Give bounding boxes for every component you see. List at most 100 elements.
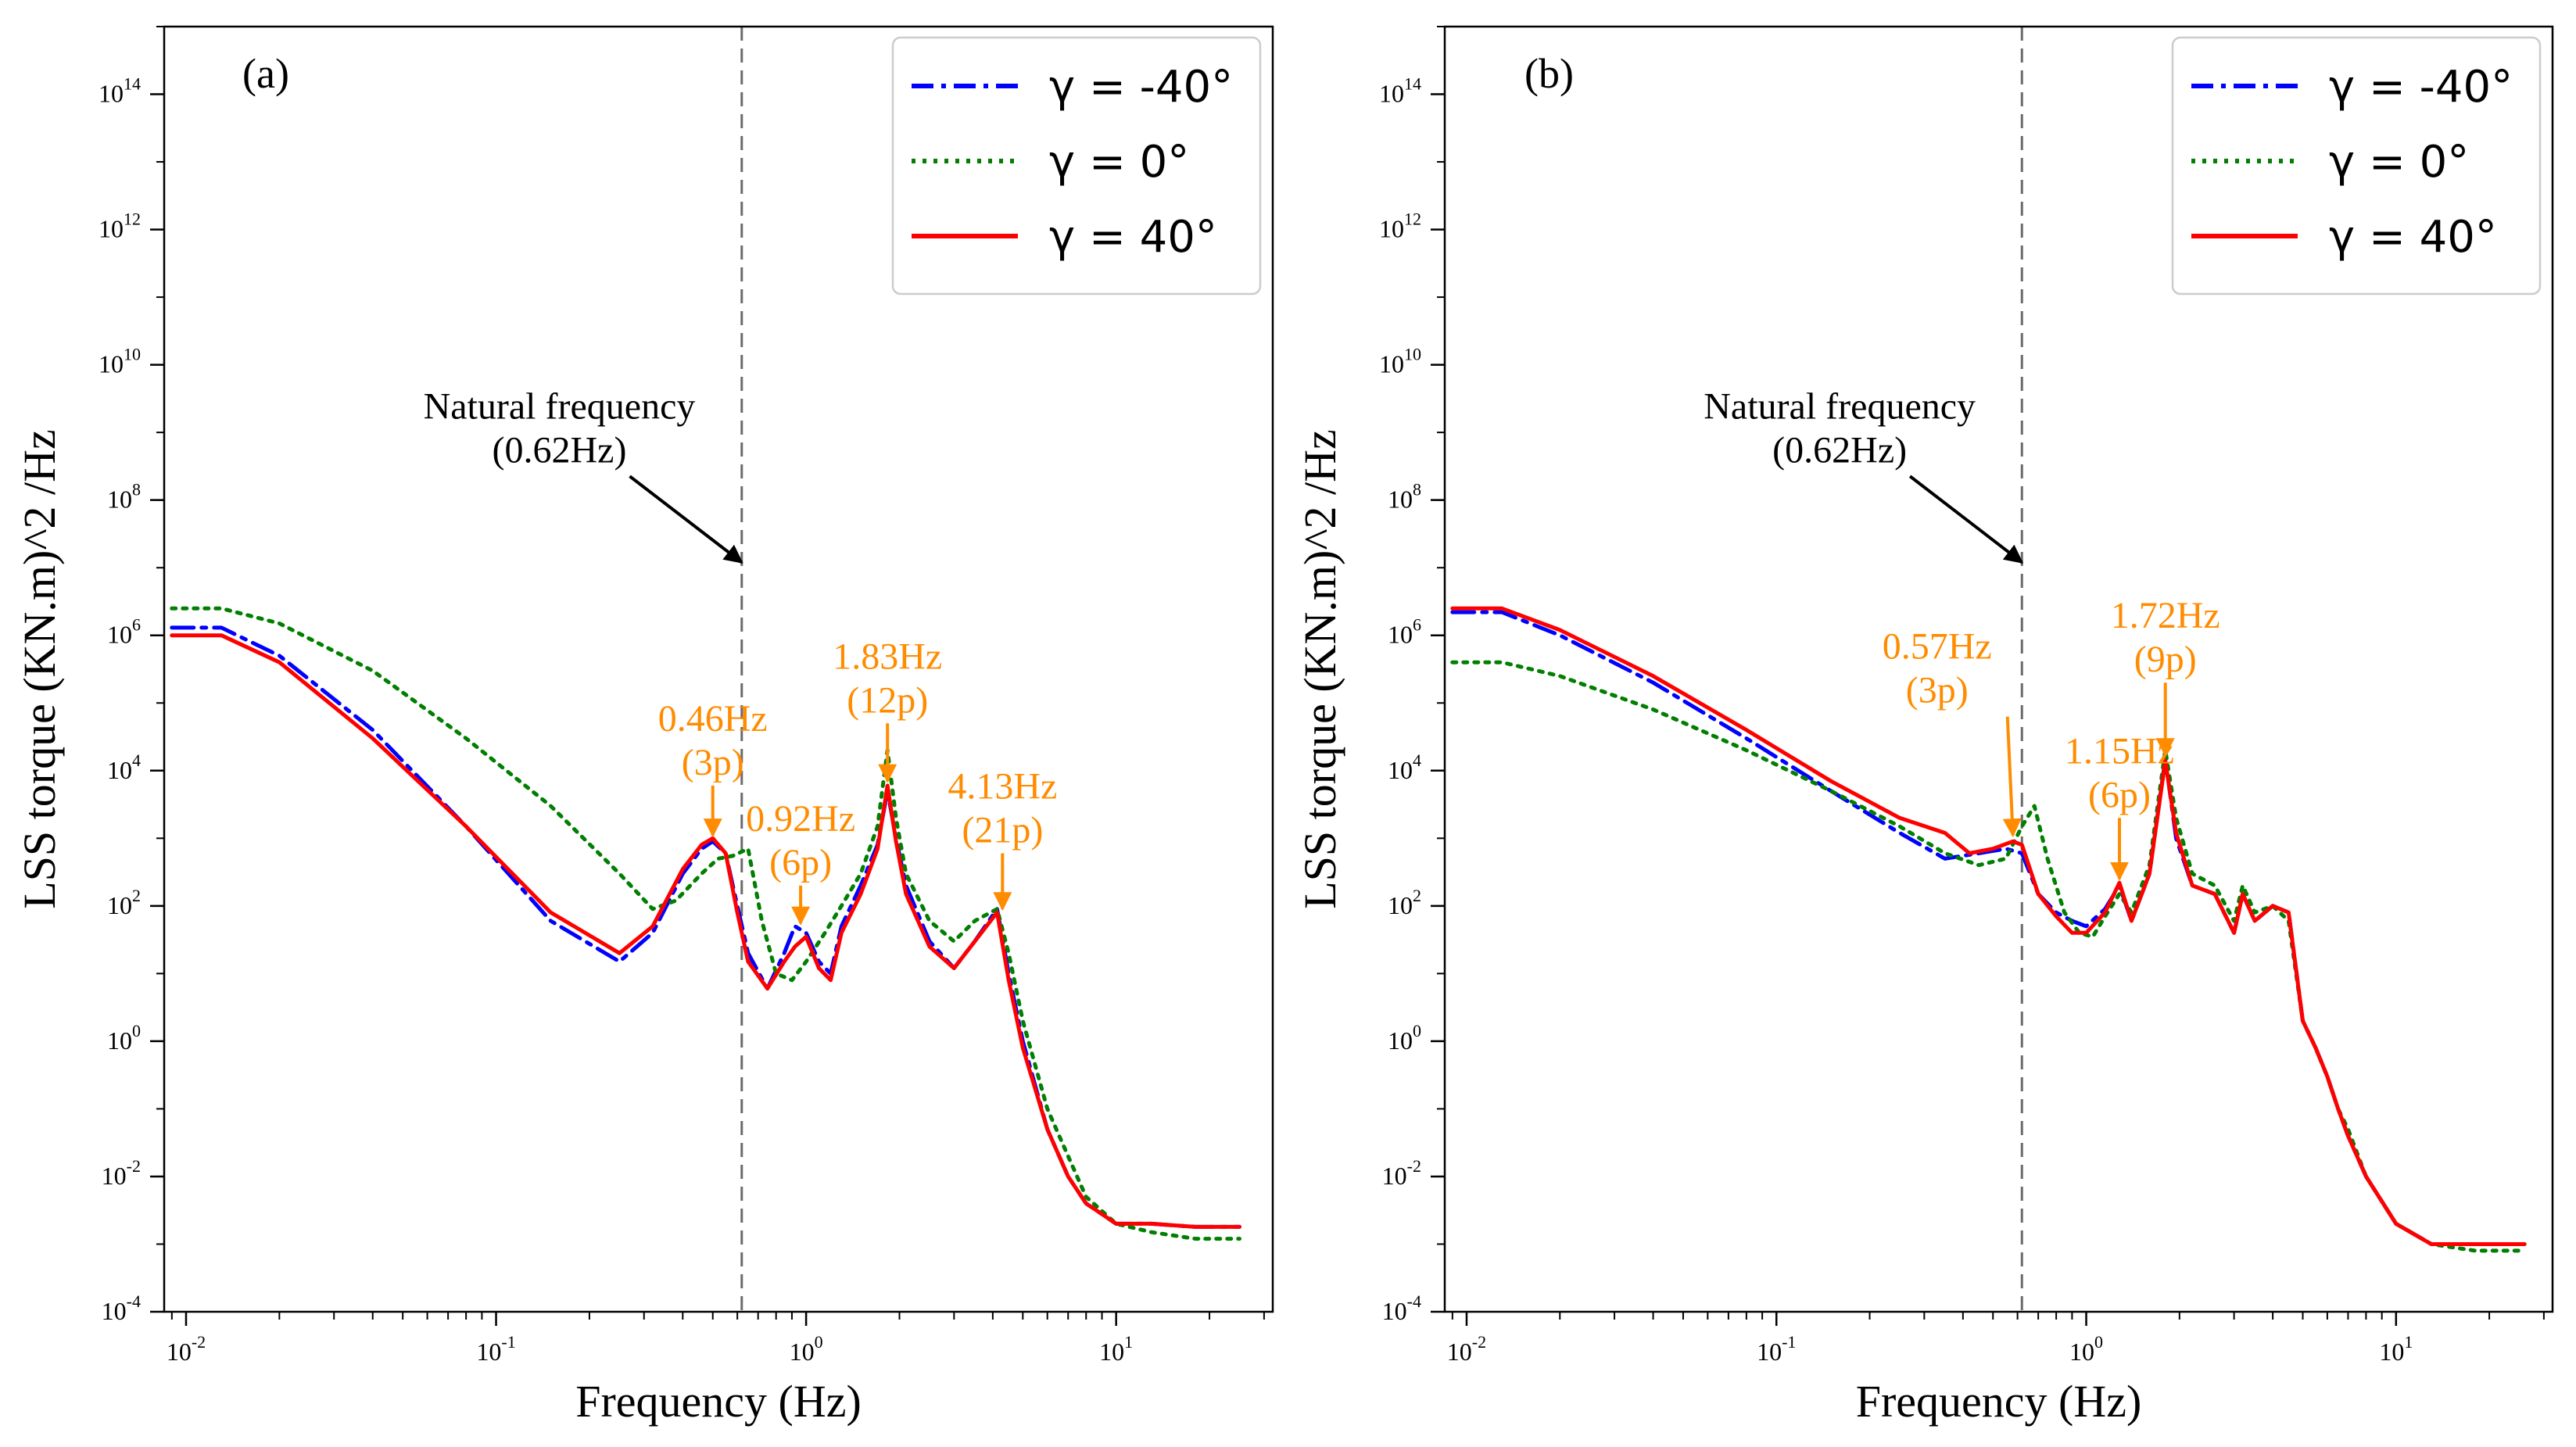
y-tick-base: 10 <box>1388 891 1413 919</box>
legend: γ = -40° γ = 0° γ = 40° <box>2171 36 2542 295</box>
y-tick-exponent: 8 <box>132 480 141 500</box>
annotation-3: 0.92Hz(6p) <box>746 798 855 926</box>
y-tick-exponent: -4 <box>127 1291 141 1311</box>
legend-label-3: γ = 40° <box>2329 212 2497 263</box>
x-tick-base: 10 <box>167 1338 192 1366</box>
panel-label: (a) <box>242 50 289 97</box>
x-tick-label: 10-1 <box>1757 1332 1796 1366</box>
y-tick-base: 10 <box>1379 80 1404 108</box>
legend-label-3: γ = 40° <box>1049 212 1217 263</box>
x-tick-exponent: 1 <box>1124 1332 1133 1352</box>
y-tick-base: 10 <box>1379 350 1404 378</box>
x-tick-base: 10 <box>1757 1338 1782 1366</box>
x-tick-exponent: 0 <box>2094 1332 2103 1352</box>
y-tick-label: 102 <box>1388 886 1421 919</box>
y-tick-exponent: 14 <box>1404 74 1421 94</box>
x-tick-exponent: -2 <box>192 1332 206 1352</box>
annotation-4: 1.83Hz(12p) <box>833 636 942 783</box>
y-tick-exponent: -4 <box>1407 1291 1421 1311</box>
y-tick-base: 10 <box>1379 215 1404 243</box>
legend-box <box>2171 36 2542 295</box>
series-line-3 <box>1450 606 2527 1246</box>
y-tick-exponent: 2 <box>132 886 141 905</box>
y-tick-label: 104 <box>1388 750 1421 784</box>
x-axis-title: Frequency (Hz) <box>575 1376 862 1427</box>
legend-label-2: γ = 0° <box>1049 137 1189 188</box>
y-tick-base: 10 <box>1382 1297 1407 1325</box>
y-tick-label: 102 <box>107 886 141 919</box>
y-tick-exponent: 4 <box>132 750 141 770</box>
y-tick-label: 1012 <box>1379 210 1421 243</box>
x-tick-base: 10 <box>1447 1338 1472 1366</box>
series-line-1 <box>1450 610 2527 1246</box>
annotation-text-line: (12p) <box>847 679 928 721</box>
y-tick-label: 108 <box>107 480 141 514</box>
y-tick-exponent: -2 <box>127 1156 141 1176</box>
y-tick-label: 10-4 <box>102 1291 141 1325</box>
y-tick-label: 104 <box>107 750 141 784</box>
y-tick-base: 10 <box>107 756 132 784</box>
x-tick-exponent: 1 <box>2404 1332 2413 1352</box>
chart-panel-2: 10-2 10-1 100 10110-410-2100102104106108101… <box>1295 25 2554 1427</box>
y-tick-label: 1012 <box>99 210 141 243</box>
y-tick-exponent: 12 <box>124 210 141 229</box>
annotation-text-line: (3p) <box>1906 670 1969 711</box>
annotation-1: Natural frequency(0.62Hz) <box>1704 385 2024 564</box>
y-tick-label: 106 <box>107 615 141 649</box>
panel-label: (b) <box>1524 50 1574 97</box>
annotation-text-line: 0.57Hz <box>1883 626 1992 668</box>
x-tick-label: 100 <box>790 1332 823 1366</box>
y-tick-base: 10 <box>1388 485 1413 514</box>
legend-label-1: γ = -40° <box>1049 62 1233 113</box>
y-tick-exponent: 8 <box>1413 480 1421 500</box>
annotation-text-line: (0.62Hz) <box>1772 429 1907 471</box>
annotation-text-line: Natural frequency <box>424 385 696 427</box>
chart-panel-1: 10-2 10-1 100 10110-410-2100102104106108101… <box>14 25 1274 1427</box>
annotation-text-line: (0.62Hz) <box>493 429 627 471</box>
x-tick-base: 10 <box>790 1338 815 1366</box>
y-tick-base: 10 <box>99 350 124 378</box>
y-tick-exponent: 0 <box>1413 1021 1421 1040</box>
y-tick-base: 10 <box>1388 756 1413 784</box>
y-tick-exponent: -2 <box>1407 1156 1421 1176</box>
y-tick-base: 10 <box>1388 1026 1413 1055</box>
y-tick-base: 10 <box>99 215 124 243</box>
y-tick-label: 1010 <box>99 345 141 378</box>
annotation-text-line: 0.92Hz <box>746 798 855 840</box>
axes-frame <box>1443 25 2554 1313</box>
x-tick-exponent: -1 <box>501 1332 515 1352</box>
annotation-1: Natural frequency(0.62Hz) <box>424 385 743 564</box>
x-tick-label: 10-2 <box>167 1332 206 1366</box>
y-tick-exponent: 6 <box>132 615 141 635</box>
annotation-text-line: Natural frequency <box>1704 385 1976 427</box>
y-tick-base: 10 <box>107 1026 132 1055</box>
y-tick-base: 10 <box>107 621 132 649</box>
annotation-5: 4.13Hz(21p) <box>948 766 1057 912</box>
y-axis-title: LSS torque (KN.m)^2 /Hz <box>1295 429 1345 909</box>
annotation-text-line: 0.46Hz <box>658 698 768 740</box>
y-tick-base: 10 <box>1382 1162 1407 1190</box>
y-tick-label: 10-4 <box>1382 1291 1421 1325</box>
x-tick-label: 100 <box>2069 1332 2103 1366</box>
annotation-text-line: (3p) <box>682 742 744 783</box>
annotation-2: 0.46Hz(3p) <box>658 698 768 838</box>
annotation-2: 0.57Hz(3p) <box>1883 626 2022 838</box>
annotation-text-line: (21p) <box>962 810 1043 851</box>
annotation-text-line: 4.13Hz <box>948 766 1057 808</box>
y-tick-exponent: 14 <box>124 74 141 94</box>
series-line-2 <box>1450 660 2527 1253</box>
x-tick-label: 10-1 <box>476 1332 515 1366</box>
annotation-text-line: 1.15Hz <box>2065 730 2174 772</box>
y-tick-label: 100 <box>107 1021 141 1055</box>
legend: γ = -40° γ = 0° γ = 40° <box>891 36 1262 295</box>
x-tick-base: 10 <box>476 1338 501 1366</box>
y-tick-label: 10-2 <box>102 1156 141 1190</box>
annotation-text-line: 1.83Hz <box>833 636 942 677</box>
y-tick-exponent: 2 <box>1413 886 1421 905</box>
y-tick-base: 10 <box>107 485 132 514</box>
y-tick-label: 1010 <box>1379 345 1421 378</box>
y-tick-base: 10 <box>102 1297 127 1325</box>
annotation-4: 1.72Hz(9p) <box>2111 595 2220 758</box>
x-tick-exponent: -1 <box>1782 1332 1796 1352</box>
